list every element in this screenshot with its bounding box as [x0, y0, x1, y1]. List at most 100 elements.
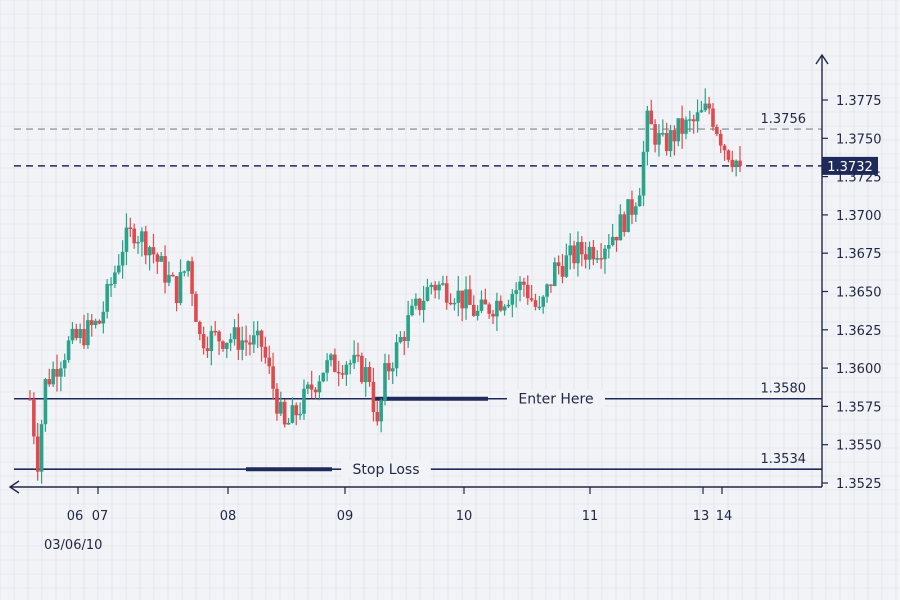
level-value-stop-loss: 1.3534: [761, 452, 807, 467]
candle-body-down: [340, 373, 345, 375]
candle-body-down: [282, 401, 287, 425]
candle-body-up: [383, 363, 387, 401]
candle-body-up: [59, 368, 63, 377]
candle-body-down: [35, 436, 40, 472]
candle-body-down: [417, 298, 422, 311]
candle-body-up: [252, 335, 256, 345]
candle-body-down: [28, 398, 32, 401]
x-tick-label: 09: [337, 509, 354, 524]
candle-body-up: [734, 160, 738, 168]
candle-body-up: [668, 130, 673, 152]
candle-body-up: [105, 284, 109, 312]
candle-body-up: [603, 248, 607, 260]
y-tick-label: 1.3550: [836, 439, 882, 454]
candle-body-up: [298, 413, 302, 416]
candle-body-up: [182, 271, 187, 273]
x-axis-arrow: [8, 480, 20, 494]
candle-body-up: [379, 400, 383, 422]
candle-body-up: [93, 320, 98, 326]
candle-body-up: [147, 247, 152, 256]
candle-body-up: [62, 360, 67, 369]
candle-body-down: [549, 284, 553, 286]
candle-body-down: [560, 266, 565, 277]
candle-body-up: [637, 195, 642, 207]
current-price-label: 1.3732: [827, 160, 873, 175]
candle-body-down: [444, 283, 449, 303]
candle-body-up: [514, 290, 518, 294]
candle-body-up: [51, 368, 55, 385]
candle-body-up: [641, 151, 646, 196]
candle-body-up: [321, 372, 326, 382]
candle-body-down: [132, 228, 136, 244]
x-tick-label: 13: [693, 509, 710, 524]
current-price-badge: [822, 156, 878, 175]
candle-body-up: [502, 306, 507, 311]
candle-body-up: [587, 246, 592, 260]
x-tick-label: 06: [67, 509, 84, 524]
candle-body-down: [525, 284, 530, 299]
candle-body-down: [360, 355, 364, 383]
candle-body-down: [387, 363, 391, 372]
candle-body-up: [541, 296, 546, 307]
candle-body-down: [715, 126, 719, 134]
x-tick-label: 14: [716, 509, 733, 524]
axes: 1.3525 1.3550 1.3575 1.3600 1.3625 1.3650 1.36…: [8, 53, 882, 524]
candle-body-down: [622, 214, 627, 233]
candle-body-down: [402, 336, 407, 341]
candle-body-down: [259, 330, 264, 347]
y-axis-arrow: [815, 53, 829, 65]
candle-body-up: [255, 330, 260, 336]
candle-body-down: [483, 299, 488, 305]
candle-body-down: [275, 388, 279, 414]
candle-body-up: [475, 310, 480, 316]
candle-body-down: [197, 321, 202, 335]
candle-body-down: [89, 320, 94, 326]
candle-body-down: [471, 304, 476, 316]
candle-body-down: [649, 110, 654, 125]
annotation-bg: [507, 389, 605, 408]
candle-body-up: [66, 340, 71, 361]
candle-body-up: [325, 360, 329, 373]
candle-body-up: [661, 133, 665, 135]
candle-body-up: [240, 340, 245, 350]
candle-body-down: [664, 133, 669, 152]
annotation-bg: [341, 460, 431, 479]
candle-body-down: [194, 293, 198, 322]
candle-body-down: [591, 246, 596, 260]
candle-body-up: [564, 255, 569, 277]
y-tick-label: 1.3525: [836, 477, 882, 492]
candle-body-down: [163, 256, 167, 283]
candle-body-up: [317, 381, 322, 393]
candle-body-down: [614, 236, 619, 241]
candle-body-down: [309, 384, 314, 390]
candle-body-up: [390, 368, 395, 372]
candle-body-up: [607, 245, 611, 249]
candle-body-down: [47, 379, 52, 385]
candle-body-down: [433, 284, 437, 291]
x-tick-label: 07: [92, 509, 109, 524]
candle-body-down: [487, 304, 491, 314]
y-tick-label: 1.3575: [836, 400, 882, 415]
x-tick-label: 10: [456, 509, 473, 524]
candle-body-up: [510, 293, 515, 305]
candle-body-down: [151, 247, 156, 255]
y-tick-label: 1.3625: [836, 324, 882, 339]
candle-body-up: [452, 302, 457, 305]
candle-body-down: [143, 231, 148, 256]
candle-body-down: [630, 199, 634, 215]
candle-body-down: [313, 389, 318, 393]
level-value-resistance: 1.3756: [761, 112, 807, 127]
candle-body-up: [703, 103, 708, 111]
candle-body-down: [236, 327, 241, 350]
candle-body-down: [367, 367, 372, 382]
candle-body-up: [576, 242, 580, 264]
candle-body-up: [279, 401, 283, 414]
candle-body-down: [691, 119, 696, 122]
candles: [28, 88, 742, 484]
candle-body-down: [522, 281, 526, 285]
candle-body-up: [329, 354, 333, 361]
candle-body-up: [352, 354, 356, 364]
candle-body-up: [552, 262, 557, 286]
candle-body-down: [97, 320, 102, 324]
